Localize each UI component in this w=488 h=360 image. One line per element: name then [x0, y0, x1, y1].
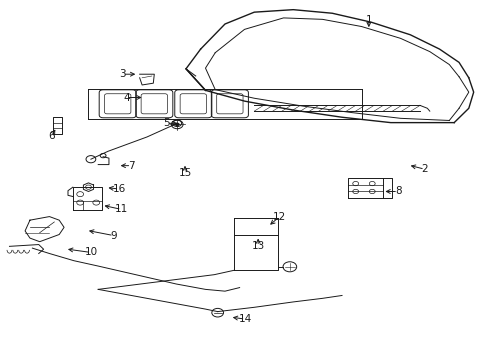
Text: 7: 7	[128, 161, 134, 171]
Text: 16: 16	[112, 184, 125, 194]
Text: 10: 10	[84, 247, 97, 257]
Text: 5: 5	[163, 118, 169, 128]
Text: 12: 12	[272, 212, 285, 221]
Text: 14: 14	[238, 314, 252, 324]
Text: 15: 15	[178, 168, 191, 178]
Text: 3: 3	[119, 69, 125, 79]
Text: 1: 1	[365, 15, 371, 26]
Text: 6: 6	[48, 131, 55, 141]
Text: 9: 9	[110, 231, 117, 240]
Text: 2: 2	[421, 164, 427, 174]
Text: 8: 8	[394, 186, 401, 197]
Text: 13: 13	[251, 241, 264, 251]
Circle shape	[174, 123, 179, 126]
Text: 4: 4	[123, 93, 129, 103]
Text: 11: 11	[115, 204, 128, 215]
